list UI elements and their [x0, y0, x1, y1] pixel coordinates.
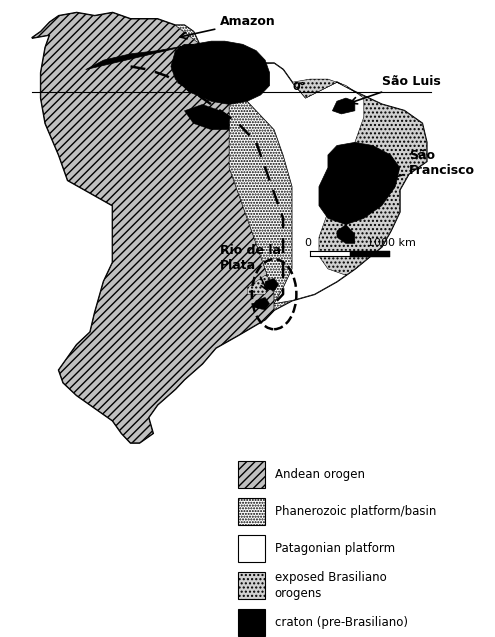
- Polygon shape: [175, 25, 427, 310]
- Polygon shape: [292, 79, 427, 275]
- Text: exposed Brasiliano
orogens: exposed Brasiliano orogens: [275, 571, 387, 600]
- Bar: [238, 572, 265, 599]
- Text: São Luis: São Luis: [350, 75, 441, 104]
- Polygon shape: [265, 278, 279, 291]
- Text: 1000 km: 1000 km: [367, 238, 416, 248]
- Text: Rio de la
Plata: Rio de la Plata: [220, 244, 281, 290]
- Polygon shape: [337, 225, 355, 243]
- Text: São
Francisco: São Francisco: [368, 149, 475, 187]
- Polygon shape: [86, 41, 270, 104]
- Bar: [238, 609, 265, 636]
- Text: Patagonian platform: Patagonian platform: [275, 542, 395, 555]
- Text: 0°: 0°: [292, 82, 305, 92]
- Text: Andean orogen: Andean orogen: [275, 468, 365, 481]
- Polygon shape: [333, 98, 355, 114]
- Bar: [238, 498, 265, 525]
- Polygon shape: [32, 13, 427, 443]
- Polygon shape: [319, 142, 400, 225]
- Polygon shape: [175, 25, 427, 304]
- Polygon shape: [247, 275, 274, 294]
- Polygon shape: [251, 297, 270, 310]
- Text: 0: 0: [304, 238, 311, 248]
- Bar: [238, 461, 265, 488]
- Polygon shape: [32, 13, 274, 443]
- Bar: [238, 535, 265, 562]
- Polygon shape: [184, 104, 229, 130]
- Polygon shape: [229, 63, 427, 304]
- Text: Amazon: Amazon: [180, 15, 276, 39]
- Text: Phanerozoic platform/basin: Phanerozoic platform/basin: [275, 505, 436, 518]
- Text: craton (pre-Brasiliano): craton (pre-Brasiliano): [275, 616, 408, 629]
